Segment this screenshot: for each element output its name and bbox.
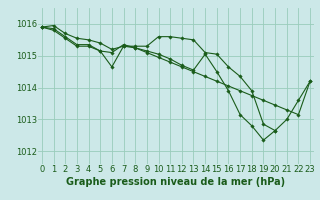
X-axis label: Graphe pression niveau de la mer (hPa): Graphe pression niveau de la mer (hPa) (67, 177, 285, 187)
